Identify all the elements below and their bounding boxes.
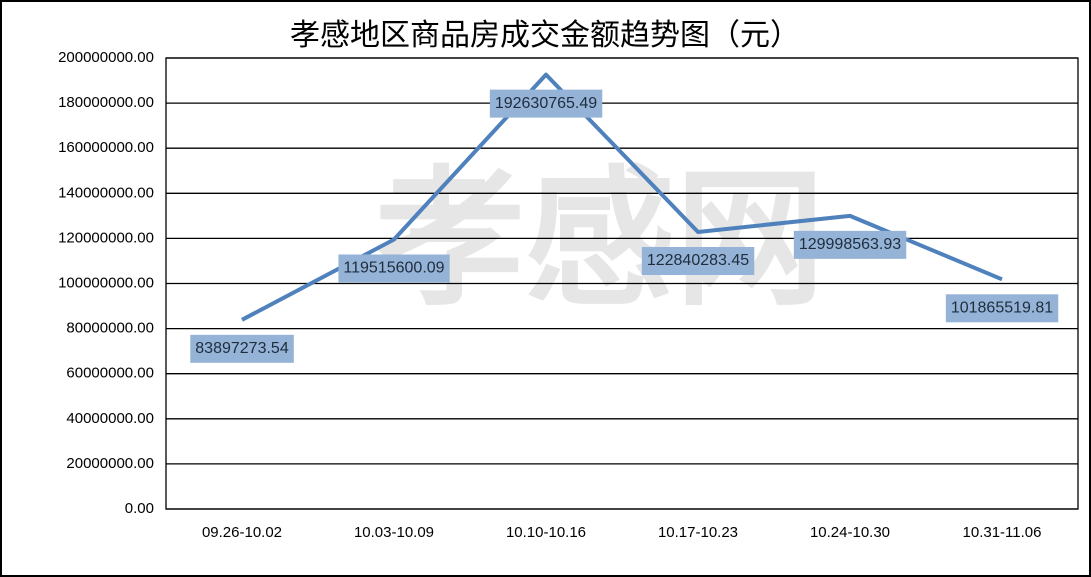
y-tick-label: 160000000.00 <box>58 139 154 156</box>
x-tick-label: 10.10-10.16 <box>506 524 586 541</box>
value-label: 119515600.09 <box>343 260 444 277</box>
x-tick-label: 10.17-10.23 <box>658 524 738 541</box>
value-label-box <box>190 334 294 363</box>
x-tick-label: 10.03-10.09 <box>354 524 434 541</box>
x-tick-label: 09.26-10.02 <box>202 524 282 541</box>
watermark: 孝感网 <box>375 153 825 327</box>
value-label-box <box>641 246 755 275</box>
y-tick-label: 140000000.00 <box>58 184 154 201</box>
value-label: 129998563.93 <box>799 236 901 253</box>
chart-title: 孝感地区商品房成交金额趋势图（元） <box>290 18 800 53</box>
value-label: 122840283.45 <box>647 252 749 269</box>
value-label: 101865519.81 <box>951 300 1053 317</box>
y-tick-label: 20000000.00 <box>66 455 154 472</box>
y-tick-label: 180000000.00 <box>58 94 154 111</box>
y-tick-label: 120000000.00 <box>58 229 154 246</box>
plot-border <box>165 57 1079 510</box>
value-label-box <box>793 230 907 259</box>
value-label: 83897273.54 <box>195 340 289 357</box>
y-tick-label: 200000000.00 <box>58 49 154 66</box>
data-line <box>241 72 1003 322</box>
y-tick-label: 100000000.00 <box>58 274 154 291</box>
value-label: 192630765.49 <box>495 95 597 112</box>
value-label-box <box>489 89 603 118</box>
y-tick-label: 40000000.00 <box>66 410 154 427</box>
value-label-box <box>338 254 450 283</box>
y-tick-label: 80000000.00 <box>66 320 154 337</box>
x-tick-label: 10.24-10.30 <box>810 524 890 541</box>
value-label-box <box>945 294 1059 323</box>
y-tick-label: 60000000.00 <box>66 365 154 382</box>
x-tick-label: 10.31-11.06 <box>963 524 1042 541</box>
y-tick-label: 0.00 <box>125 500 154 517</box>
